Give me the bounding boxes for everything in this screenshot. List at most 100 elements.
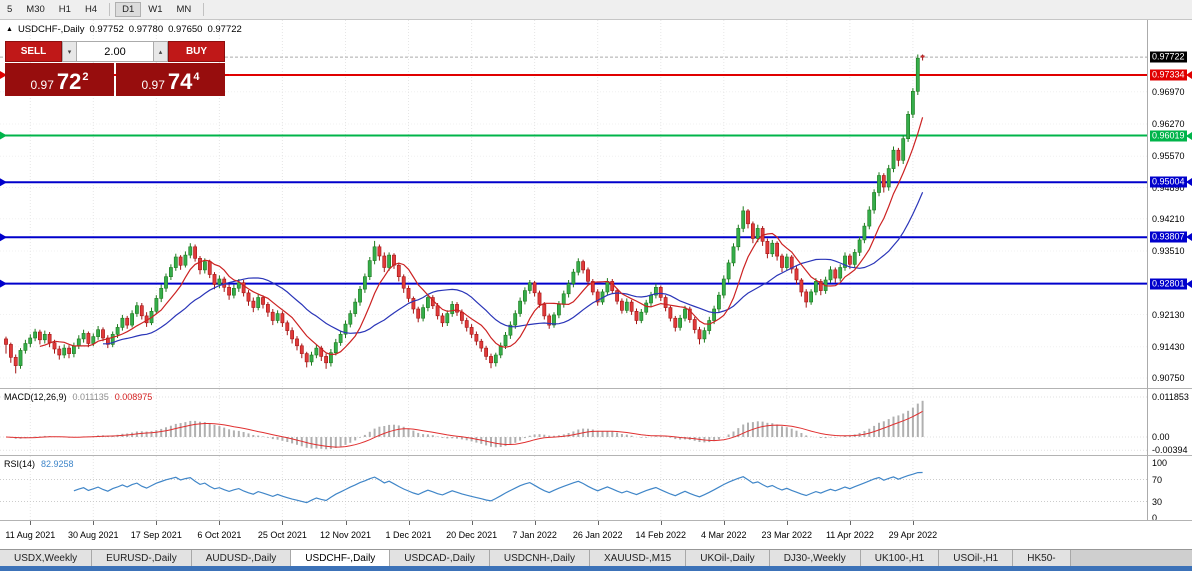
chart-tab-usdcad-daily[interactable]: USDCAD-,Daily xyxy=(390,550,490,566)
date-label: 29 Apr 2022 xyxy=(888,530,938,540)
timeframe-button-5[interactable]: 5 xyxy=(7,4,13,15)
date-tick-mark xyxy=(849,521,851,525)
sell-price-pips: 72 xyxy=(56,69,82,95)
rsi-value: 82.9258 xyxy=(41,459,74,469)
chart-tab-ukoil-daily[interactable]: UKOil-,Daily xyxy=(686,550,770,566)
macd-label-row: MACD(12,26,9) 0.011135 0.008975 xyxy=(4,392,152,402)
date-tick-mark xyxy=(93,521,95,525)
rsi-axis-label: 30 xyxy=(1152,496,1163,507)
main-chart-panel[interactable]: ▲ USDCHF-,Daily 0.97752 0.97780 0.97650 … xyxy=(0,20,1147,388)
one-click-toggle-icon[interactable]: ▲ xyxy=(6,26,13,33)
slow-ma-line xyxy=(103,192,924,345)
timeframe-button-mn[interactable]: MN xyxy=(176,4,192,15)
price-axis-label: 0.92130 xyxy=(1152,309,1185,320)
candles-layer xyxy=(4,54,925,374)
price-badge: 0.97722 xyxy=(1150,51,1187,63)
price-axis: 0.969700.962700.955700.948900.942100.935… xyxy=(1147,20,1192,388)
bar-open-value: 0.97752 xyxy=(89,24,124,35)
date-label: 11 Aug 2021 xyxy=(5,530,56,540)
toolbar-separator xyxy=(203,3,205,16)
chart-symbol-period: USDCHF-,Daily xyxy=(17,24,85,35)
price-axis-label: 0.96270 xyxy=(1152,119,1185,129)
chart-tab-usoil-h1[interactable]: USOil-,H1 xyxy=(939,550,1014,566)
date-label: 17 Sep 2021 xyxy=(130,530,182,540)
chart-tab-eurusd-daily[interactable]: EURUSD-,Daily xyxy=(92,550,192,566)
line-left-anchor xyxy=(0,131,7,140)
date-tick-mark xyxy=(471,521,473,525)
macd-main-value: 0.011135 xyxy=(72,392,109,402)
price-axis-label: 0.95570 xyxy=(1152,151,1185,162)
macd-axis-label: 0.00 xyxy=(1152,432,1170,442)
line-left-anchor xyxy=(0,71,7,79)
time-axis: 11 Aug 2021 30 Aug 2021 17 Sep 2021 6 Oct 2… xyxy=(0,520,1192,549)
rsi-grid xyxy=(0,456,1147,520)
price-axis-label: 0.94210 xyxy=(1152,213,1185,224)
chart-tab-usdcnh-daily[interactable]: USDCNH-,Daily xyxy=(489,550,590,566)
price-badge: 0.95004 xyxy=(1150,176,1187,188)
timeframe-button-m30[interactable]: M30 xyxy=(26,4,45,15)
date-label: 11 Apr 2022 xyxy=(825,530,874,540)
date-label: 30 Aug 2021 xyxy=(68,530,119,540)
price-badge: 0.93807 xyxy=(1150,231,1187,243)
chart-tab-xauusd-m15[interactable]: XAUUSD-,M15 xyxy=(589,550,687,566)
volume-decrease-button[interactable]: ▾ xyxy=(62,41,77,62)
rsi-axis-label: 100 xyxy=(1152,458,1168,468)
date-tick-mark xyxy=(219,521,221,525)
chart-tab-uk100-h1[interactable]: UK100-,H1 xyxy=(860,550,940,566)
price-badge: 0.97334 xyxy=(1150,69,1187,81)
line-right-anchor xyxy=(1186,178,1192,187)
sell-price-display[interactable]: 0.97 72 2 xyxy=(5,63,114,96)
timeframe-button-h4[interactable]: H4 xyxy=(84,4,98,15)
date-label: 23 Mar 2022 xyxy=(761,530,813,540)
line-right-anchor xyxy=(1186,131,1192,140)
rsi-chart xyxy=(0,456,1147,520)
line-right-anchor xyxy=(1186,279,1192,288)
one-click-trading-panel: SELL ▾ 2.00 ▴ BUY 0.97 72 2 0.97 74 4 xyxy=(5,41,225,96)
macd-signal-line xyxy=(5,410,923,448)
date-label: 12 Nov 2021 xyxy=(319,530,372,540)
date-tick-mark xyxy=(597,521,599,525)
line-left-anchor xyxy=(0,279,7,288)
macd-panel[interactable]: MACD(12,26,9) 0.011135 0.008975 xyxy=(0,388,1147,455)
price-badge: 0.96019 xyxy=(1150,130,1187,141)
date-tick-mark xyxy=(408,521,410,525)
buy-price-pipette: 4 xyxy=(193,71,200,83)
macd-grid xyxy=(0,389,1147,455)
date-label: 4 Mar 2022 xyxy=(701,530,747,540)
rsi-panel[interactable]: RSI(14) 82.9258 xyxy=(0,455,1147,520)
timeframe-button-h1[interactable]: H1 xyxy=(58,4,71,15)
chart-tab-dj30-weekly[interactable]: DJ30-,Weekly xyxy=(769,550,861,566)
fast-ma-line xyxy=(39,117,924,356)
volume-input[interactable]: 2.00 xyxy=(77,41,153,62)
rsi-label: RSI(14) xyxy=(4,459,36,469)
date-tick-mark xyxy=(282,521,284,525)
bar-low-value: 0.97650 xyxy=(168,24,203,35)
buy-button[interactable]: BUY xyxy=(168,41,225,62)
timeframe-toolbar: 5 M30 H1 H4 D1 W1 MN xyxy=(0,0,1192,20)
grid-layer xyxy=(0,20,1147,388)
chart-tab-usdx-weekly[interactable]: USDX,Weekly xyxy=(0,550,93,566)
sell-button[interactable]: SELL xyxy=(5,41,62,62)
macd-histogram xyxy=(9,400,924,450)
rsi-axis-label: 0 xyxy=(1152,513,1158,523)
buy-price-big-figure: 0.97 xyxy=(141,77,165,92)
date-label: 1 Dec 2021 xyxy=(385,530,432,540)
volume-increase-button[interactable]: ▴ xyxy=(153,41,168,62)
rsi-label-row: RSI(14) 82.9258 xyxy=(4,459,74,469)
rsi-line xyxy=(73,471,923,504)
timeframe-button-d1[interactable]: D1 xyxy=(115,2,142,17)
buy-price-display[interactable]: 0.97 74 4 xyxy=(116,63,225,96)
price-axis-label: 0.96970 xyxy=(1152,86,1185,97)
timeframe-button-w1[interactable]: W1 xyxy=(148,4,163,15)
date-label: 26 Jan 2022 xyxy=(572,530,623,540)
chart-tab-usdchf-daily[interactable]: USDCHF-,Daily xyxy=(291,550,391,566)
chart-tab-hk50[interactable]: HK50- xyxy=(1013,550,1071,566)
date-tick-mark xyxy=(723,521,725,525)
chart-tab-audusd-daily[interactable]: AUDUSD-,Daily xyxy=(191,550,292,566)
price-badge: 0.92801 xyxy=(1150,278,1187,290)
toolbar-separator xyxy=(109,3,111,16)
date-tick-mark xyxy=(345,521,347,525)
one-click-prices: 0.97 72 2 0.97 74 4 xyxy=(5,63,225,96)
macd-chart xyxy=(0,389,1147,455)
macd-axis-label: 0.011853 xyxy=(1152,392,1189,402)
